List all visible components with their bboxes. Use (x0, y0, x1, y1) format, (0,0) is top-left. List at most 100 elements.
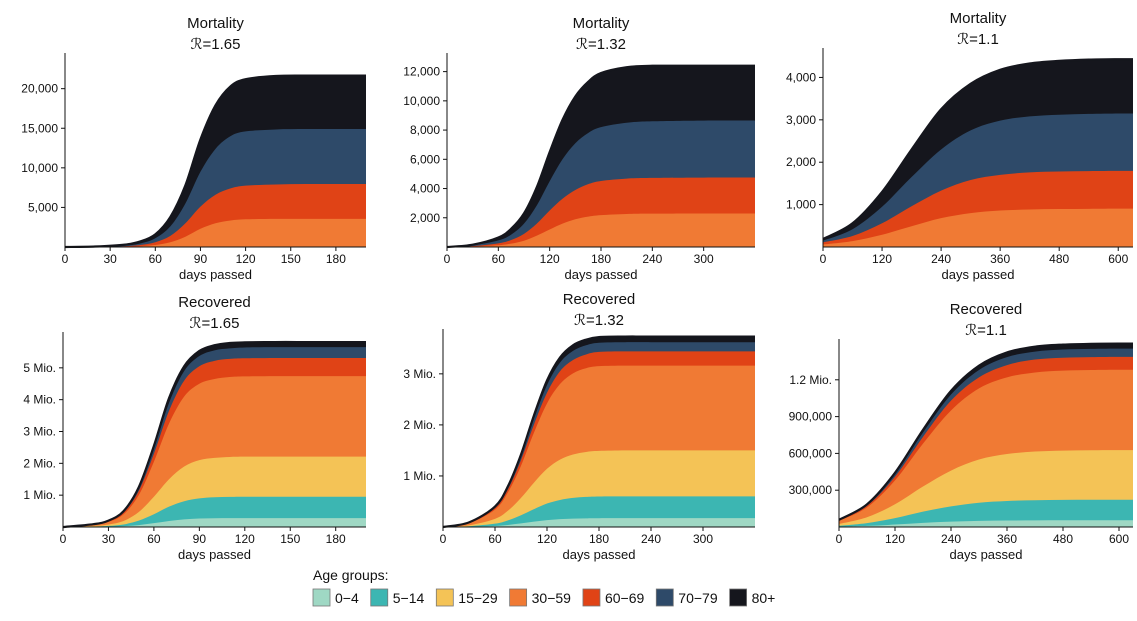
area-5-14 (839, 499, 1133, 527)
total-line (64, 74, 366, 249)
area-0-4 (63, 518, 366, 527)
x-tick-label: 240 (642, 252, 662, 266)
area-0-4 (443, 518, 755, 527)
y-tick-label: 2 Mio. (23, 456, 56, 470)
x-tick-label: 120 (236, 252, 256, 266)
chart-title: Mortality (187, 15, 244, 32)
swatch-5-14-icon (370, 588, 389, 607)
x-tick-label: 0 (62, 252, 69, 266)
x-tick-label: 240 (941, 532, 961, 546)
y-tick-label: 10,000 (21, 161, 58, 175)
chart-title: Recovered (950, 301, 1023, 318)
chart-recovered-r165: Recovered ℛ=1.65 0 30 60 90 120 150 180 1 Mio. 2 M… (23, 294, 366, 562)
x-tick-label: 60 (492, 252, 506, 266)
legend-label: 15−29 (458, 590, 498, 606)
x-tick-label: 480 (1049, 252, 1069, 266)
swatch-15-29-icon (435, 588, 454, 607)
swatch-0-4-icon (312, 588, 331, 607)
chart-subtitle: ℛ=1.1 (957, 31, 999, 48)
x-tick-label: 60 (149, 252, 163, 266)
chart-subtitle: ℛ=1.65 (190, 315, 240, 332)
x-axis-label: days passed (178, 547, 251, 562)
chart-recovered-r132: Recovered ℛ=1.32 0 60 120 180 240 300 1 Mio. 2 Mi… (403, 291, 755, 562)
y-tick-label: 6,000 (410, 152, 440, 166)
x-axis-label: days passed (179, 267, 252, 282)
y-tick-label: 900,000 (789, 410, 833, 424)
y-tick-label: 4,000 (410, 182, 440, 196)
area-30-59 (823, 208, 1133, 247)
x-tick-label: 90 (194, 252, 208, 266)
legend-title: Age groups: (313, 567, 389, 583)
total-line (442, 335, 755, 529)
x-tick-label: 240 (641, 532, 661, 546)
chart-subtitle: ℛ=1.1 (965, 322, 1007, 339)
x-tick-label: 0 (836, 532, 843, 546)
y-tick-label: 8,000 (410, 123, 440, 137)
y-tick-label: 2,000 (786, 155, 816, 169)
chart-subtitle: ℛ=1.32 (576, 36, 626, 53)
x-tick-label: 60 (488, 532, 502, 546)
x-tick-label: 120 (872, 252, 892, 266)
area-0-4 (839, 520, 1133, 527)
chart-mortality-r132: Mortality ℛ=1.32 0 60 120 180 240 300 2,000 4,000… (403, 15, 756, 282)
x-axis-label: days passed (950, 547, 1023, 562)
x-tick-label: 90 (193, 532, 207, 546)
y-tick-label: 1,000 (786, 198, 816, 212)
y-tick-label: 15,000 (21, 121, 58, 135)
x-tick-label: 600 (1109, 532, 1129, 546)
x-tick-label: 30 (102, 532, 116, 546)
y-tick-label: 5,000 (28, 200, 58, 214)
legend-label: 80+ (752, 590, 776, 606)
y-tick-label: 2 Mio. (403, 418, 436, 432)
x-tick-label: 240 (931, 252, 951, 266)
swatch-30-59-icon (509, 588, 528, 607)
x-tick-label: 0 (440, 532, 447, 546)
legend-label: 30−59 (532, 590, 572, 606)
x-tick-label: 120 (540, 252, 560, 266)
legend-label: 5−14 (393, 590, 425, 606)
chart-title: Mortality (573, 15, 630, 32)
x-axis-label: days passed (565, 267, 638, 282)
y-tick-label: 5 Mio. (23, 361, 56, 375)
swatch-80plus-icon (729, 588, 748, 607)
chart-title: Recovered (178, 294, 251, 311)
y-tick-label: 4,000 (786, 70, 816, 84)
y-tick-label: 3,000 (786, 113, 816, 127)
x-tick-label: 0 (444, 252, 451, 266)
chart-subtitle: ℛ=1.32 (574, 312, 624, 329)
x-tick-label: 120 (537, 532, 557, 546)
total-line (838, 342, 1134, 521)
y-tick-label: 20,000 (21, 82, 58, 96)
x-tick-label: 0 (60, 532, 67, 546)
x-tick-label: 480 (1053, 532, 1073, 546)
y-tick-label: 3 Mio. (23, 425, 56, 439)
x-tick-label: 360 (997, 532, 1017, 546)
chart-title: Mortality (950, 10, 1007, 27)
area-30-59 (65, 218, 366, 247)
x-tick-label: 30 (103, 252, 117, 266)
area-30-59 (447, 213, 755, 247)
x-tick-label: 180 (326, 252, 346, 266)
chart-mortality-r11: Mortality ℛ=1.1 0 120 240 360 480 600 1,000 2,000… (786, 10, 1134, 282)
x-axis-label: days passed (942, 267, 1015, 282)
x-tick-label: 60 (147, 532, 161, 546)
total-line (822, 58, 1134, 240)
x-tick-label: 180 (589, 532, 609, 546)
y-tick-label: 1 Mio. (403, 469, 436, 483)
x-tick-label: 150 (280, 532, 300, 546)
swatch-60-69-icon (582, 588, 601, 607)
y-tick-label: 300,000 (789, 483, 833, 497)
chart-mortality-r165: Mortality ℛ=1.65 0 30 60 90 120 150 180 5,000 10,0… (21, 15, 366, 282)
x-tick-label: 0 (820, 252, 827, 266)
y-tick-label: 600,000 (789, 446, 833, 460)
chart-recovered-r11: Recovered ℛ=1.1 0 120 240 360 480 600 300,000 600… (789, 301, 1134, 562)
legend-label: 70−79 (678, 590, 718, 606)
chart-title: Recovered (563, 291, 636, 308)
x-tick-label: 120 (885, 532, 905, 546)
legend: Age groups: 0−4 5−14 15−29 30−59 60−69 70−79 8… (312, 567, 776, 607)
x-tick-label: 180 (591, 252, 611, 266)
total-line (62, 340, 366, 529)
y-tick-label: 3 Mio. (403, 367, 436, 381)
y-tick-label: 1 Mio. (23, 488, 56, 502)
